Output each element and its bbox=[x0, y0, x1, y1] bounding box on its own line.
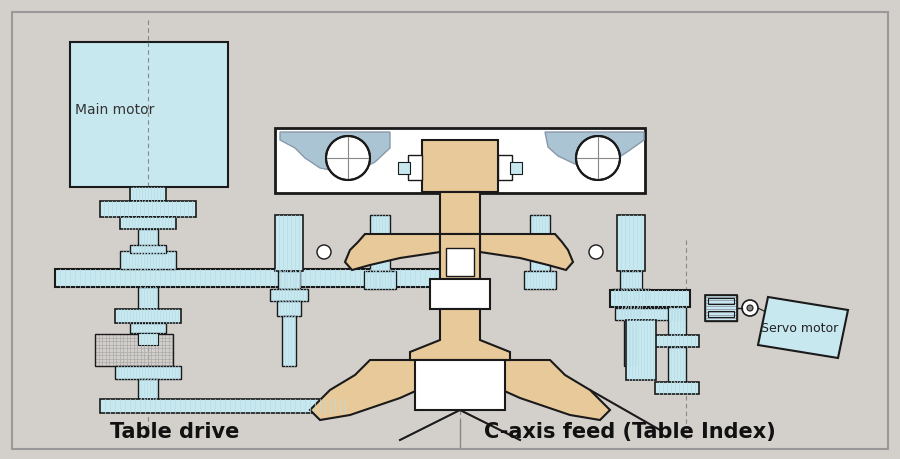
Bar bbox=[55, 269, 440, 287]
Bar bbox=[282, 316, 296, 366]
Bar bbox=[278, 271, 300, 289]
Text: C-axis feed (Table Index): C-axis feed (Table Index) bbox=[484, 422, 776, 442]
Bar bbox=[100, 399, 350, 413]
Bar bbox=[275, 215, 303, 271]
Bar bbox=[655, 382, 699, 394]
Bar bbox=[610, 290, 690, 307]
Bar bbox=[619, 301, 643, 316]
Bar bbox=[615, 308, 685, 320]
Polygon shape bbox=[545, 132, 644, 166]
Bar bbox=[138, 379, 158, 399]
Polygon shape bbox=[310, 360, 440, 420]
Bar bbox=[705, 295, 737, 321]
Bar bbox=[408, 155, 422, 180]
Bar bbox=[138, 333, 158, 345]
Bar bbox=[277, 301, 301, 316]
Circle shape bbox=[742, 300, 758, 316]
Bar bbox=[70, 42, 228, 187]
Bar bbox=[130, 187, 166, 201]
Bar bbox=[624, 316, 638, 366]
Bar bbox=[524, 271, 556, 289]
Text: Main motor: Main motor bbox=[76, 103, 155, 117]
Bar bbox=[705, 295, 737, 321]
Circle shape bbox=[576, 136, 620, 180]
Bar bbox=[430, 279, 490, 309]
Bar bbox=[620, 271, 642, 289]
Bar bbox=[130, 323, 166, 333]
Text: Table drive: Table drive bbox=[111, 422, 239, 442]
Polygon shape bbox=[410, 309, 510, 360]
Bar bbox=[270, 289, 308, 301]
Bar bbox=[510, 162, 522, 174]
Bar bbox=[275, 128, 645, 193]
Bar bbox=[120, 251, 176, 269]
Bar bbox=[708, 311, 734, 317]
Bar bbox=[422, 140, 498, 192]
Bar bbox=[440, 234, 480, 279]
Bar bbox=[668, 307, 686, 335]
Bar bbox=[415, 360, 505, 410]
Bar bbox=[398, 162, 410, 174]
Bar bbox=[626, 320, 656, 380]
Bar bbox=[130, 245, 166, 253]
Bar bbox=[370, 215, 390, 271]
Circle shape bbox=[589, 245, 603, 259]
Polygon shape bbox=[345, 234, 440, 270]
Bar bbox=[115, 309, 181, 323]
Bar bbox=[708, 298, 734, 304]
Circle shape bbox=[326, 136, 370, 180]
Bar bbox=[120, 217, 176, 229]
Polygon shape bbox=[480, 234, 573, 270]
Bar bbox=[100, 201, 196, 217]
Bar bbox=[440, 192, 480, 234]
Bar bbox=[612, 289, 650, 301]
Bar bbox=[617, 215, 645, 271]
Bar bbox=[498, 155, 512, 180]
Bar bbox=[364, 271, 396, 289]
Bar bbox=[668, 347, 686, 382]
Bar bbox=[115, 366, 181, 379]
Bar bbox=[138, 229, 158, 269]
Circle shape bbox=[317, 245, 331, 259]
Circle shape bbox=[747, 305, 753, 311]
Polygon shape bbox=[280, 132, 390, 172]
Bar bbox=[138, 287, 158, 309]
Bar bbox=[446, 248, 474, 276]
Polygon shape bbox=[758, 297, 848, 358]
Polygon shape bbox=[480, 360, 610, 420]
Bar bbox=[530, 215, 550, 271]
Bar bbox=[95, 334, 173, 366]
Bar bbox=[655, 335, 699, 347]
Text: Servo motor: Servo motor bbox=[761, 321, 839, 335]
